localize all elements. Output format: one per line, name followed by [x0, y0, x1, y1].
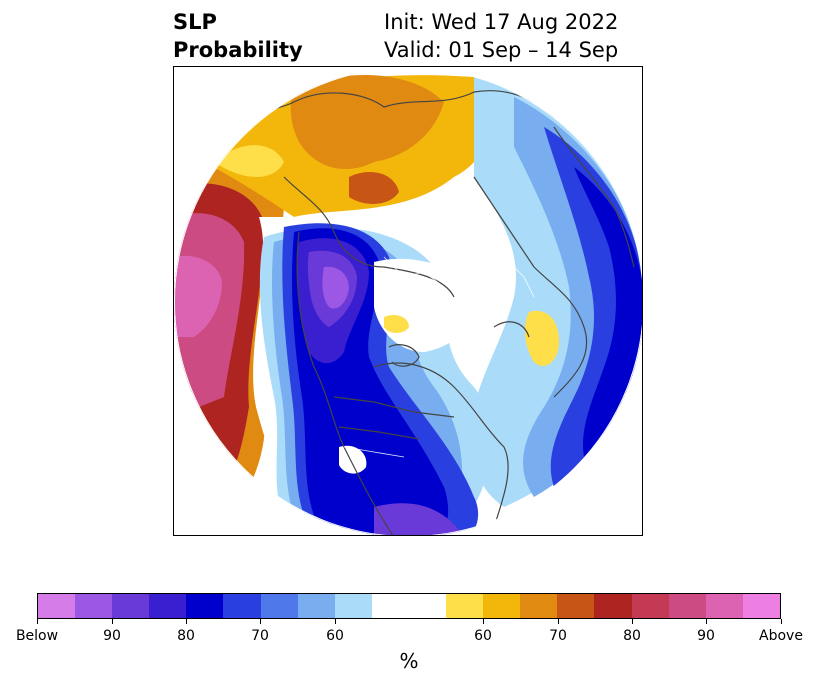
colorbar-tick	[334, 619, 336, 624]
colorbar-tick-label: 70	[251, 628, 269, 644]
colorbar-tick-label: 90	[103, 628, 121, 644]
region-pacific-pink	[174, 255, 222, 337]
colorbar-segment	[334, 594, 372, 618]
map-disk-outline	[174, 67, 642, 535]
borders	[343, 256, 535, 458]
colorbar-tick	[185, 619, 187, 624]
region-arctic-yellow	[384, 315, 409, 333]
colorbar-segment	[260, 594, 298, 618]
init-date: Init: Wed 17 Aug 2022	[384, 10, 619, 34]
region-europe-yellow	[524, 310, 559, 366]
colorbar-tick-label: Above	[759, 628, 803, 644]
region-siberia-orange	[290, 75, 444, 170]
colorbar-segment	[371, 594, 409, 618]
colorbar-segment	[38, 594, 76, 618]
colorbar-segment	[742, 594, 780, 618]
colorbar-tick-label: 80	[623, 628, 641, 644]
region-siberia-rust	[349, 172, 399, 204]
colorbar-tick	[705, 619, 707, 624]
valid-range: Valid: 01 Sep – 14 Sep	[384, 38, 619, 62]
colorbar-segment	[186, 594, 224, 618]
colorbar-tick-label: 90	[697, 628, 715, 644]
region-siberia-yellow	[214, 145, 284, 177]
colorbar-segment	[631, 594, 669, 618]
colorbar-tick	[36, 619, 38, 624]
colorbar	[37, 593, 781, 619]
colorbar-tick-label: 60	[326, 628, 344, 644]
region-mexico-violet	[374, 503, 464, 535]
colorbar-segment	[483, 594, 521, 618]
colorbar-segment	[408, 594, 447, 618]
title-product: Probability	[173, 38, 303, 62]
region-us-white	[339, 445, 367, 474]
title-variable: SLP	[173, 10, 217, 34]
colorbar-segment	[594, 594, 632, 618]
colorbar-segment	[668, 594, 706, 618]
colorbar-tick	[111, 619, 113, 624]
colorbar-segment	[149, 594, 187, 618]
colorbar-tick-label: Below	[15, 628, 59, 644]
map-frame	[173, 66, 643, 536]
colorbar-tick-label: 70	[549, 628, 567, 644]
colorbar-segment	[446, 594, 484, 618]
colorbar-segment	[297, 594, 335, 618]
colorbar-segment	[223, 594, 261, 618]
colorbar-tick	[557, 619, 559, 624]
colorbar-segment	[112, 594, 150, 618]
colorbar-segment	[557, 594, 595, 618]
colorbar-segment	[705, 594, 743, 618]
colorbar-segment	[75, 594, 113, 618]
colorbar-tick	[780, 619, 782, 624]
colorbar-tick	[631, 619, 633, 624]
region-alaska-purple	[322, 266, 349, 309]
title-block-right: Init: Wed 17 Aug 2022 Valid: 01 Sep – 14…	[384, 8, 618, 64]
colorbar-tick	[482, 619, 484, 624]
colorbar-tick-label: 60	[474, 628, 492, 644]
colorbar-unit: %	[399, 649, 419, 673]
colorbar-segment	[520, 594, 558, 618]
title-block-left: SLP Probability	[173, 8, 303, 64]
colorbar-tick-label: 80	[177, 628, 195, 644]
polar-probability-map	[174, 67, 642, 535]
colorbar-tick	[259, 619, 261, 624]
